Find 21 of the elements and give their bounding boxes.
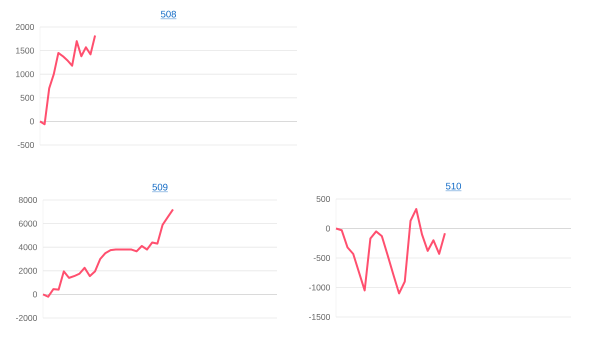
chart-title: 510 <box>446 182 462 190</box>
y-tick-label: 2000 <box>18 268 38 274</box>
y-tick-label: 500 <box>20 94 34 101</box>
y-tick-label: 0 <box>32 291 38 298</box>
chart-title: 508 <box>160 10 176 18</box>
y-tick-label: 6000 <box>18 220 38 227</box>
y-tick-label: 0 <box>326 225 330 232</box>
line-series <box>39 34 96 126</box>
y-tick-label: -2000 <box>16 314 38 321</box>
y-tick-label: -500 <box>18 142 34 148</box>
y-tick-label: 8000 <box>18 196 38 203</box>
y-tick-label: -1000 <box>308 284 330 290</box>
chart-title: 509 <box>152 184 168 190</box>
y-tick-label: 1500 <box>16 48 34 54</box>
y-tick-label: 1000 <box>16 71 34 78</box>
y-tick-label: -500 <box>314 254 330 261</box>
y-tick-label: 4000 <box>18 244 38 250</box>
y-tick-label: 2000 <box>16 24 34 30</box>
y-tick-label: -1500 <box>308 314 330 320</box>
y-tick-label: 500 <box>316 196 330 202</box>
y-tick-label: 0 <box>30 118 34 124</box>
